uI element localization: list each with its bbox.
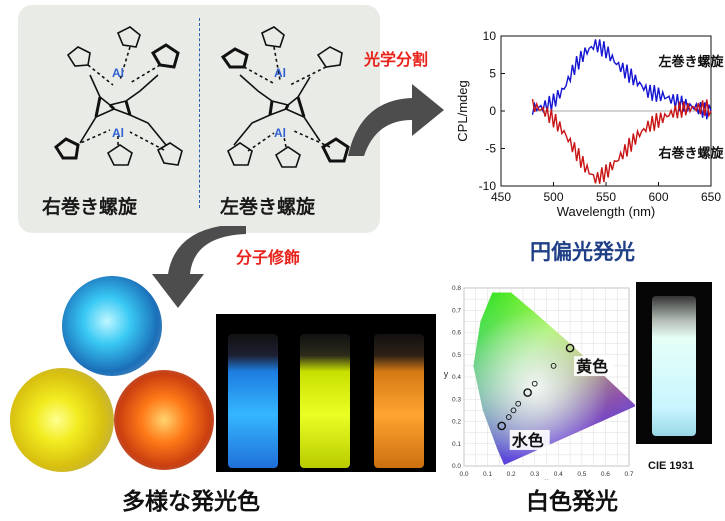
orange-emission-vial	[374, 334, 424, 468]
yellow-crystal-photo	[10, 368, 114, 472]
al-atom-label: Al	[274, 66, 286, 80]
cie-annotation-label: 黄色	[576, 357, 608, 376]
cie-x-tick-label: 0.6	[601, 471, 610, 478]
white-emission-vial-photo	[636, 282, 712, 444]
cpl-right-handed-series	[533, 99, 712, 184]
cie-y-axis-label: y	[444, 369, 449, 379]
al-atom-label: Al	[274, 126, 286, 140]
cie-y-tick-label: 0.8	[452, 285, 461, 292]
molecular-modification-arrow	[150, 226, 250, 312]
cie-x-tick-label: 0.2	[507, 471, 516, 478]
cpl-y-tick-label: 5	[489, 67, 496, 81]
emission-colors-caption: 多様な発光色	[122, 482, 260, 516]
cie-y-tick-label: 0.1	[452, 441, 461, 448]
cpl-y-tick-label: -5	[485, 142, 496, 156]
cyan-crystal-photo	[62, 276, 162, 376]
cpl-spectrum-chart: 450 500 550 600 650-10-50510左巻き螺旋右巻き螺旋Wavele…	[455, 28, 725, 238]
cpl-x-tick-label: 550	[596, 190, 616, 204]
cpl-x-tick-label: 650	[701, 190, 721, 204]
orange-crystal-photo	[114, 370, 214, 470]
cie-x-tick-label: 0.5	[577, 471, 586, 478]
right-handed-helix-molecule	[56, 27, 182, 165]
cie-chromaticity-chart: 0.0 0.1 0.2 0.3 0.4 0.5 0.6 0.7 0.0 0.1 0.2 0.3 0.4 0…	[440, 280, 635, 480]
cpl-y-tick-label: -10	[479, 179, 497, 193]
molecular-modification-label: 分子修飾	[236, 244, 300, 268]
cpl-series-label: 右巻き螺旋	[658, 146, 725, 162]
cpl-caption: 円偏光発光	[530, 236, 635, 266]
cie-y-tick-label: 0.3	[452, 396, 461, 403]
cie-x-axis-label: x	[545, 477, 549, 480]
cie-1931-label: CIE 1931	[648, 460, 694, 472]
left-handed-helix-label: 左巻き螺旋	[220, 192, 315, 219]
cpl-x-tick-label: 600	[648, 190, 668, 204]
cie-annotation-label: 水色	[512, 431, 544, 450]
cpl-y-tick-label: 10	[483, 29, 497, 43]
cpl-y-axis-label: CPL/mdeg	[455, 80, 470, 141]
cie-y-tick-label: 0.4	[452, 374, 461, 381]
cie-x-tick-label: 0.0	[459, 471, 468, 478]
yellow-emission-vial	[300, 334, 350, 468]
cie-x-tick-label: 0.4	[554, 471, 563, 478]
optical-resolution-arrow	[340, 70, 460, 160]
helix-structures-drawing: Al Al Al Al	[18, 5, 380, 195]
al-atom-label: Al	[112, 126, 124, 140]
right-handed-helix-label: 右巻き螺旋	[42, 192, 137, 219]
cie-x-tick-label: 0.7	[624, 471, 633, 478]
cpl-y-tick-label: 0	[489, 104, 496, 118]
al-atom-label: Al	[112, 66, 124, 80]
cie-y-tick-label: 0.2	[452, 419, 461, 426]
cie-y-tick-label: 0.5	[452, 352, 461, 359]
vials-photo	[216, 314, 436, 472]
left-handed-helix-molecule	[223, 27, 348, 167]
cpl-x-axis-label: Wavelength (nm)	[557, 204, 656, 219]
blue-emission-vial	[228, 334, 278, 468]
cie-x-tick-label: 0.1	[483, 471, 492, 478]
cpl-x-tick-label: 500	[543, 190, 563, 204]
optical-resolution-label: 光学分割	[364, 46, 428, 70]
cpl-series-label: 左巻き螺旋	[659, 54, 725, 70]
cie-y-tick-label: 0.6	[452, 330, 461, 337]
cie-y-tick-label: 0.7	[452, 307, 461, 314]
white-emission-vial	[652, 296, 696, 436]
cie-y-tick-label: 0.0	[452, 463, 461, 470]
cie-x-tick-label: 0.3	[530, 471, 539, 478]
white-emission-caption: 白色発光	[526, 482, 618, 516]
